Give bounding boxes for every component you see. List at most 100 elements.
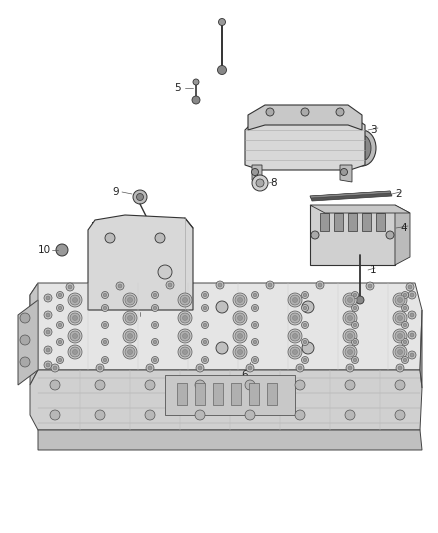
Circle shape bbox=[343, 345, 357, 359]
Circle shape bbox=[293, 316, 297, 320]
Text: 3: 3 bbox=[370, 125, 377, 135]
Polygon shape bbox=[88, 215, 193, 310]
Circle shape bbox=[301, 304, 308, 311]
Circle shape bbox=[251, 304, 258, 311]
Circle shape bbox=[403, 358, 407, 362]
Circle shape bbox=[253, 340, 257, 344]
Circle shape bbox=[402, 304, 409, 311]
Circle shape bbox=[66, 283, 74, 291]
Circle shape bbox=[253, 293, 257, 297]
Circle shape bbox=[68, 345, 82, 359]
Circle shape bbox=[105, 233, 115, 243]
Text: 2: 2 bbox=[395, 189, 402, 199]
Circle shape bbox=[73, 350, 78, 354]
Circle shape bbox=[180, 295, 190, 305]
Circle shape bbox=[343, 329, 357, 343]
Circle shape bbox=[145, 410, 155, 420]
Bar bbox=[362, 213, 371, 231]
Circle shape bbox=[103, 340, 107, 344]
Circle shape bbox=[303, 358, 307, 362]
Circle shape bbox=[345, 410, 355, 420]
Circle shape bbox=[345, 380, 355, 390]
Circle shape bbox=[153, 340, 157, 344]
Circle shape bbox=[410, 293, 414, 297]
Circle shape bbox=[44, 346, 52, 354]
Circle shape bbox=[44, 361, 52, 369]
Circle shape bbox=[57, 357, 64, 364]
Circle shape bbox=[233, 345, 247, 359]
Circle shape bbox=[395, 410, 405, 420]
Circle shape bbox=[152, 304, 159, 311]
Circle shape bbox=[288, 329, 302, 343]
Circle shape bbox=[266, 281, 274, 289]
Circle shape bbox=[233, 293, 247, 307]
Circle shape bbox=[290, 313, 300, 323]
Bar bbox=[334, 213, 343, 231]
Circle shape bbox=[393, 345, 407, 359]
Circle shape bbox=[295, 380, 305, 390]
Circle shape bbox=[303, 340, 307, 344]
Circle shape bbox=[395, 313, 405, 323]
Circle shape bbox=[152, 338, 159, 345]
Circle shape bbox=[116, 282, 124, 290]
Circle shape bbox=[402, 292, 409, 298]
Circle shape bbox=[398, 334, 403, 338]
Circle shape bbox=[152, 292, 159, 298]
Circle shape bbox=[216, 301, 228, 313]
Circle shape bbox=[201, 321, 208, 328]
Circle shape bbox=[102, 338, 109, 345]
Circle shape bbox=[353, 358, 357, 362]
Circle shape bbox=[46, 363, 50, 367]
Circle shape bbox=[218, 66, 226, 75]
Circle shape bbox=[125, 295, 135, 305]
Circle shape bbox=[403, 340, 407, 344]
Circle shape bbox=[195, 380, 205, 390]
Circle shape bbox=[402, 357, 409, 364]
Circle shape bbox=[353, 306, 357, 310]
Circle shape bbox=[318, 283, 322, 287]
Circle shape bbox=[395, 331, 405, 341]
Circle shape bbox=[102, 357, 109, 364]
Circle shape bbox=[68, 329, 82, 343]
Circle shape bbox=[216, 281, 224, 289]
Polygon shape bbox=[420, 310, 422, 388]
Circle shape bbox=[103, 358, 107, 362]
Circle shape bbox=[44, 294, 52, 302]
Circle shape bbox=[46, 296, 50, 300]
Circle shape bbox=[193, 79, 199, 85]
Circle shape bbox=[290, 331, 300, 341]
Circle shape bbox=[408, 285, 412, 289]
Bar bbox=[213, 383, 223, 405]
Circle shape bbox=[201, 304, 208, 311]
Circle shape bbox=[290, 347, 300, 357]
Circle shape bbox=[235, 295, 245, 305]
Circle shape bbox=[233, 311, 247, 325]
Circle shape bbox=[408, 311, 416, 319]
Circle shape bbox=[251, 321, 258, 328]
Circle shape bbox=[237, 316, 243, 320]
Circle shape bbox=[288, 345, 302, 359]
Circle shape bbox=[303, 293, 307, 297]
Circle shape bbox=[70, 347, 80, 357]
Circle shape bbox=[237, 350, 243, 354]
Circle shape bbox=[203, 306, 207, 310]
Circle shape bbox=[296, 364, 304, 372]
Circle shape bbox=[183, 350, 187, 354]
Circle shape bbox=[46, 330, 50, 334]
Circle shape bbox=[123, 345, 137, 359]
Circle shape bbox=[58, 340, 62, 344]
Circle shape bbox=[153, 323, 157, 327]
Circle shape bbox=[103, 323, 107, 327]
Circle shape bbox=[252, 175, 268, 191]
Circle shape bbox=[295, 410, 305, 420]
Circle shape bbox=[153, 293, 157, 297]
Circle shape bbox=[251, 168, 258, 175]
Circle shape bbox=[311, 231, 319, 239]
Circle shape bbox=[50, 410, 60, 420]
Circle shape bbox=[20, 313, 30, 323]
Bar bbox=[177, 383, 187, 405]
Circle shape bbox=[98, 366, 102, 370]
Circle shape bbox=[256, 179, 264, 187]
Circle shape bbox=[410, 313, 414, 317]
Circle shape bbox=[403, 293, 407, 297]
